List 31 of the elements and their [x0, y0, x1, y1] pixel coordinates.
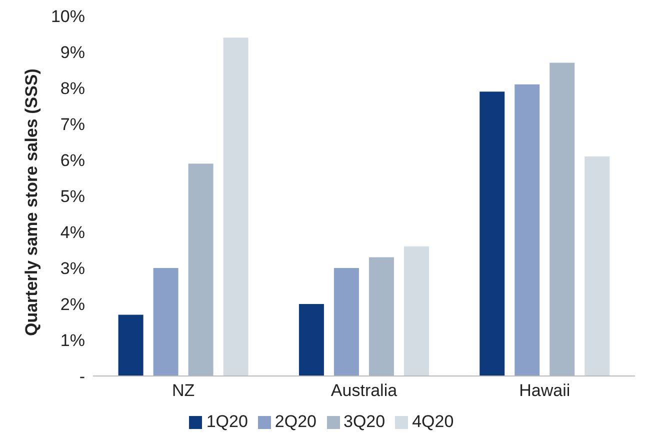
legend-label: 3Q20: [344, 412, 386, 431]
legend-label: 2Q20: [274, 412, 316, 431]
bar: [514, 84, 540, 376]
y-tick-label: 5%: [60, 187, 85, 206]
y-tick-label: -: [79, 367, 85, 386]
bar: [404, 246, 429, 376]
y-tick-label: 1%: [60, 331, 85, 350]
bar: [188, 164, 214, 376]
y-tick-label: 10%: [50, 7, 85, 26]
x-tick-label: Hawaii: [519, 381, 570, 400]
x-tick-label: NZ: [172, 381, 195, 400]
bar: [334, 268, 359, 376]
y-tick-label: 9%: [60, 43, 85, 62]
y-tick-label: 8%: [60, 79, 85, 98]
y-tick-label: 6%: [60, 151, 85, 170]
y-tick-label: 3%: [60, 259, 85, 278]
bar: [550, 62, 575, 376]
x-tick-label: Australia: [330, 381, 398, 400]
legend-label: 4Q20: [412, 412, 454, 431]
bar: [480, 92, 505, 376]
legend-label: 1Q20: [206, 412, 248, 431]
bar: [368, 257, 394, 376]
y-tick-label: 4%: [60, 223, 85, 242]
bar: [223, 38, 248, 376]
y-axis-title: Quarterly same store sales (SSS): [22, 68, 42, 336]
bar: [153, 268, 178, 376]
bar: [298, 304, 324, 376]
y-tick-label: 7%: [60, 115, 85, 134]
bar: [118, 314, 144, 376]
bar: [584, 156, 610, 376]
y-tick-label: 2%: [60, 295, 85, 314]
